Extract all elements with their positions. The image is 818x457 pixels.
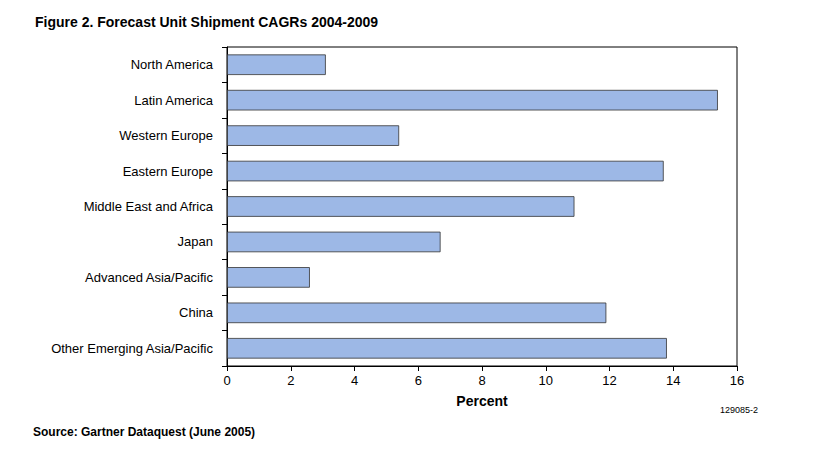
- svg-text:Other Emerging Asia/Pacific: Other Emerging Asia/Pacific: [51, 341, 213, 356]
- svg-text:2: 2: [287, 373, 294, 388]
- svg-text:8: 8: [478, 373, 485, 388]
- svg-text:14: 14: [666, 373, 680, 388]
- svg-text:Percent: Percent: [456, 393, 508, 409]
- svg-text:Latin America: Latin America: [134, 93, 214, 108]
- svg-text:Source: Gartner Dataquest (Jun: Source: Gartner Dataquest (June 2005): [33, 425, 255, 439]
- svg-text:Middle East and Africa: Middle East and Africa: [84, 199, 214, 214]
- svg-text:10: 10: [539, 373, 553, 388]
- svg-text:12: 12: [602, 373, 616, 388]
- svg-text:129085-2: 129085-2: [720, 405, 758, 415]
- svg-text:Figure 2. Forecast Unit Shipme: Figure 2. Forecast Unit Shipment CAGRs 2…: [35, 14, 378, 30]
- svg-text:Japan: Japan: [178, 234, 213, 249]
- svg-text:4: 4: [351, 373, 358, 388]
- svg-text:6: 6: [415, 373, 422, 388]
- svg-text:China: China: [179, 305, 214, 320]
- svg-text:0: 0: [223, 373, 230, 388]
- svg-text:Advanced Asia/Pacific: Advanced Asia/Pacific: [85, 270, 213, 285]
- svg-text:North America: North America: [131, 57, 214, 72]
- svg-text:16: 16: [730, 373, 744, 388]
- svg-text:Western Europe: Western Europe: [119, 128, 213, 143]
- svg-text:Eastern Europe: Eastern Europe: [123, 164, 213, 179]
